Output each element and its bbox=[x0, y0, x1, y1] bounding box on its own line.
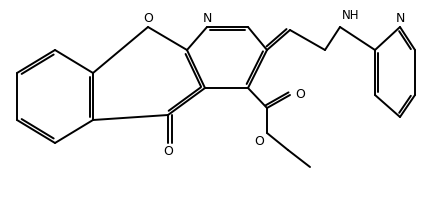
Text: NH: NH bbox=[342, 9, 360, 22]
Text: O: O bbox=[254, 135, 264, 148]
Text: O: O bbox=[143, 12, 153, 25]
Text: N: N bbox=[395, 12, 404, 25]
Text: O: O bbox=[163, 145, 173, 158]
Text: O: O bbox=[295, 89, 305, 102]
Text: N: N bbox=[202, 12, 212, 25]
